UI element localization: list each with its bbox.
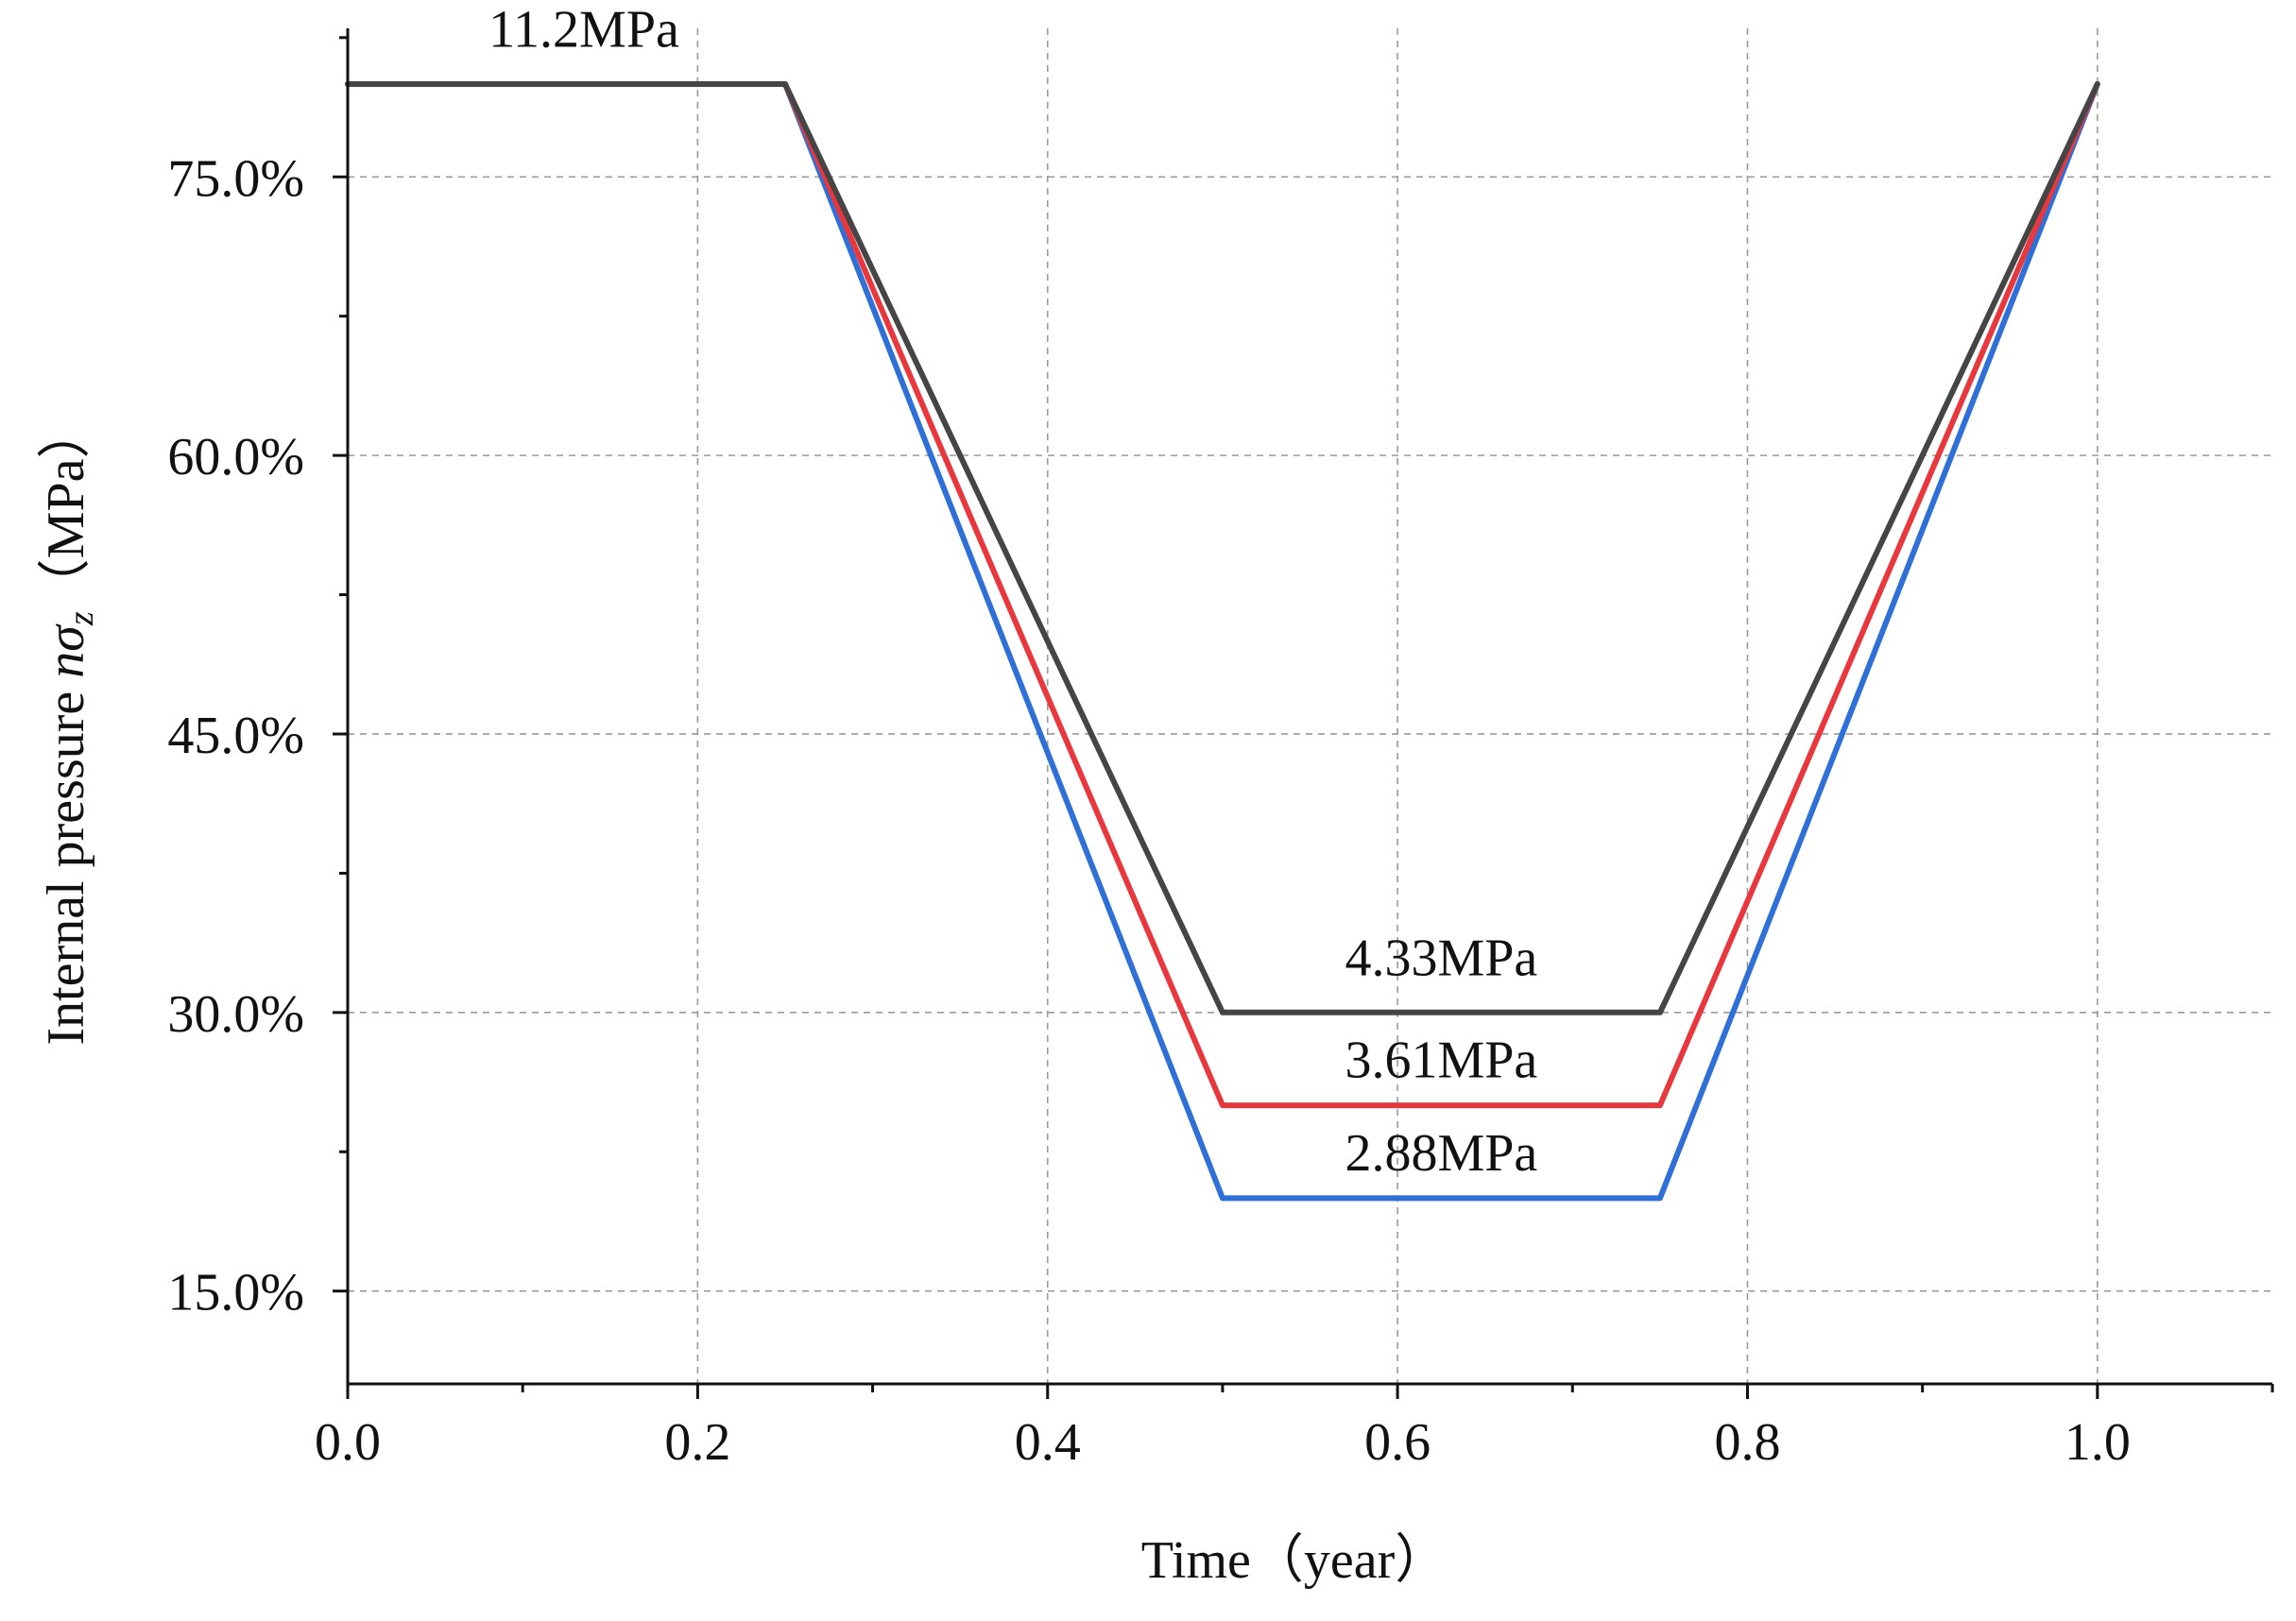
x-tick-label: 0.2 <box>664 1413 730 1472</box>
ticks <box>333 36 2274 1399</box>
series-lines <box>345 81 2100 1202</box>
y-axis-title-n: n <box>37 652 95 678</box>
x-tick-label: 0.8 <box>1714 1413 1780 1472</box>
series-line <box>345 81 2100 1015</box>
x-axis-title: Time（year） <box>1141 1531 1448 1590</box>
y-tick-label: 60.0% <box>167 428 304 486</box>
annotation-label: 3.61MPa <box>1345 1032 1537 1090</box>
tick-labels: 0.0 0.2 0.4 0.6 0.8 1.0 15.0% 30.0% 45.0% 60.0% 75… <box>167 149 2130 1472</box>
y-axis-title-main: Internal pressure <box>37 678 95 1046</box>
axes <box>346 28 2272 1386</box>
y-axis-title: Internal pressure nσz（MPa） <box>37 406 101 1046</box>
annotations: 11.2MPa 4.33MPa 3.61MPa 2.88MPa <box>488 1 1537 1183</box>
x-tick-label: 0.0 <box>315 1413 381 1472</box>
x-tick-label: 0.6 <box>1364 1413 1431 1472</box>
y-tick-label: 30.0% <box>167 985 304 1044</box>
x-tick-label: 0.4 <box>1015 1413 1081 1472</box>
y-tick-label: 45.0% <box>167 707 304 765</box>
y-axis-title-subscript: z <box>61 611 101 626</box>
y-axis-title-unit: （MPa） <box>37 406 95 612</box>
y-axis-title-sigma: σ <box>37 623 95 652</box>
annotation-label: 4.33MPa <box>1345 930 1537 988</box>
annotation-label: 11.2MPa <box>488 1 679 60</box>
x-tick-label: 1.0 <box>2065 1413 2131 1472</box>
annotation-label: 2.88MPa <box>1345 1124 1537 1183</box>
y-tick-label: 15.0% <box>167 1264 304 1322</box>
y-tick-label: 75.0% <box>167 149 304 208</box>
